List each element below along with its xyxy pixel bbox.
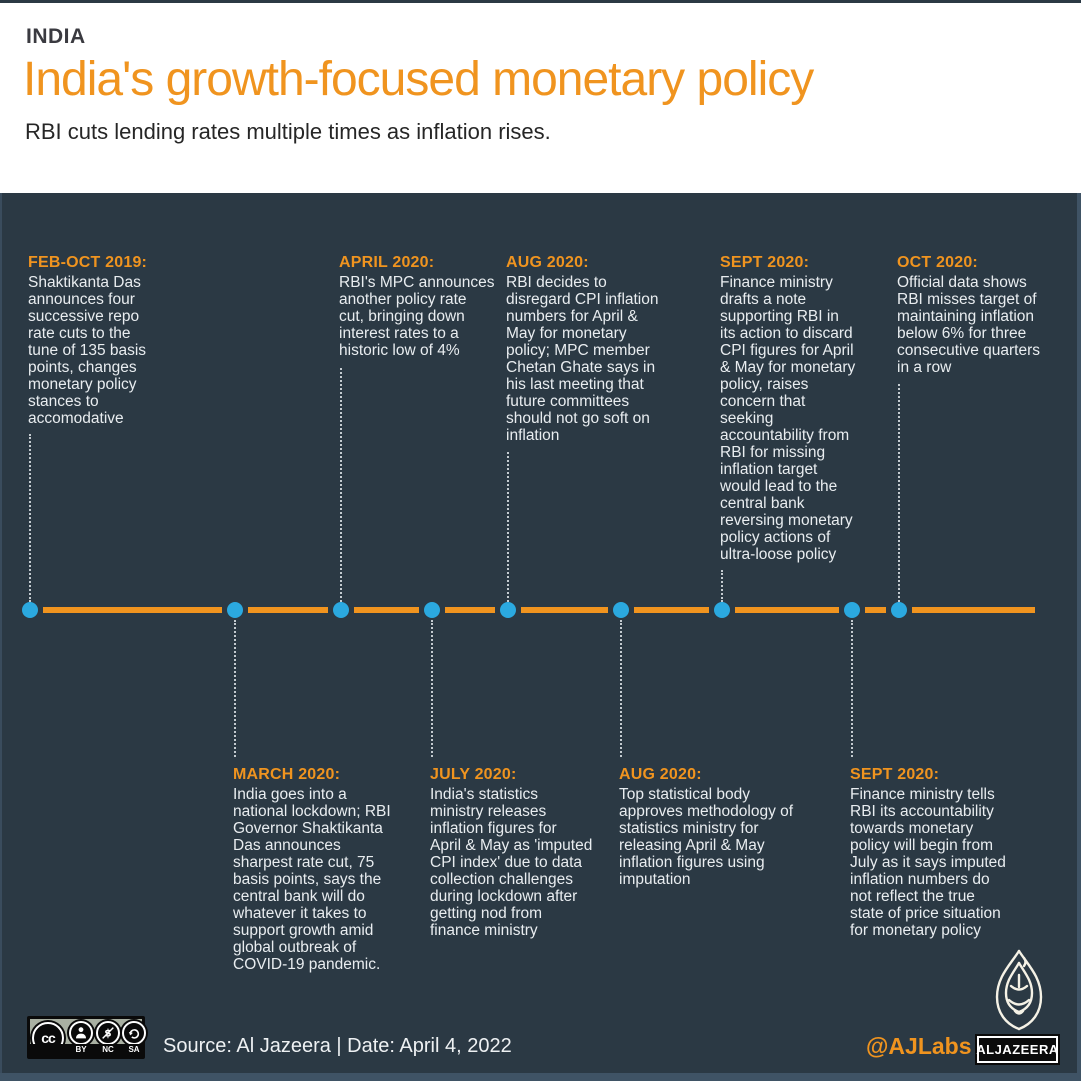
- section-kicker: INDIA: [26, 25, 86, 48]
- event-date-label: SEPT 2020:: [850, 766, 940, 783]
- connector-line: [340, 368, 342, 602]
- timeline-event-feb-oct-2019: FEB-OCT 2019: Shaktikanta Das announces …: [28, 254, 238, 427]
- by-person-icon: [69, 1021, 93, 1045]
- timeline-dot: [424, 602, 440, 618]
- sa-share-alike-icon: [122, 1021, 146, 1045]
- page-title: India's growth-focused monetary policy: [23, 53, 814, 106]
- event-description: RBI decides to disregard CPI inflation n…: [506, 274, 659, 444]
- timeline-segment: [445, 607, 495, 613]
- event-date-label: OCT 2020:: [897, 254, 978, 271]
- timeline-dot: [613, 602, 629, 618]
- connector-line: [507, 452, 509, 602]
- connector-line: [898, 384, 900, 602]
- timeline-dot: [22, 602, 38, 618]
- event-date-label: SEPT 2020:: [720, 254, 810, 271]
- cc-labels-strip: BY NC SA: [30, 1044, 142, 1056]
- event-date-label: AUG 2020:: [619, 766, 702, 783]
- timeline-segment: [865, 607, 886, 613]
- connector-line: [234, 620, 236, 757]
- cc-license-badge: cc $ BY NC SA: [27, 1016, 146, 1059]
- top-edge-strip: [0, 0, 1081, 3]
- right-edge-strip: [1077, 193, 1081, 1081]
- timeline-event-april-2020: APRIL 2020: RBI's MPC announces another …: [339, 254, 549, 359]
- timeline-segment: [354, 607, 419, 613]
- timeline-event-sept-2020-bottom: SEPT 2020: Finance ministry tells RBI it…: [850, 766, 1060, 939]
- ajlabs-credit: @AJLabs: [866, 1033, 972, 1059]
- timeline-segment: [521, 607, 608, 613]
- timeline-dot: [714, 602, 730, 618]
- cc-sa-label: SA: [128, 1045, 140, 1054]
- event-description: Finance ministry drafts a note supportin…: [720, 274, 856, 563]
- page-subtitle: RBI cuts lending rates multiple times as…: [25, 119, 551, 144]
- timeline-event-aug-2020-top: AUG 2020: RBI decides to disregard CPI i…: [506, 254, 716, 444]
- connector-line: [721, 570, 723, 602]
- cc-by-label: BY: [75, 1045, 87, 1054]
- timeline-segment: [248, 607, 328, 613]
- timeline-segment: [912, 607, 1035, 613]
- event-description: Official data shows RBI misses target of…: [897, 274, 1041, 376]
- connector-line: [851, 620, 853, 757]
- timeline-panel: [0, 193, 1081, 1081]
- timeline-segment: [634, 607, 709, 613]
- event-description: Shaktikanta Das announces four successiv…: [28, 274, 147, 427]
- event-date-label: AUG 2020:: [506, 254, 589, 271]
- timeline-event-aug-2020-bottom: AUG 2020: Top statistical body approves …: [619, 766, 829, 888]
- event-date-label: MARCH 2020:: [233, 766, 341, 783]
- connector-line: [29, 434, 31, 602]
- aljazeera-logo-box: ALJAZEERA: [976, 1036, 1059, 1063]
- event-description: India goes into a national lockdown; RBI…: [233, 786, 391, 973]
- cc-icon-text: cc: [41, 1030, 56, 1046]
- event-date-label: APRIL 2020:: [339, 254, 435, 271]
- connector-line: [431, 620, 433, 757]
- event-date-label: FEB-OCT 2019:: [28, 254, 148, 271]
- connector-line: [620, 620, 622, 757]
- timeline-dot: [333, 602, 349, 618]
- left-edge-strip: [0, 193, 2, 1081]
- event-description: Top statistical body approves methodolog…: [619, 786, 794, 888]
- aljazeera-logo-text: ALJAZEERA: [976, 1042, 1059, 1057]
- event-description: India's statistics ministry releases inf…: [430, 786, 593, 939]
- timeline-dot: [500, 602, 516, 618]
- timeline-event-july-2020: JULY 2020: India's statistics ministry r…: [430, 766, 640, 939]
- aljazeera-flame-icon: [986, 948, 1050, 1039]
- timeline-dot: [891, 602, 907, 618]
- event-description: RBI's MPC announces another policy rate …: [339, 274, 495, 359]
- timeline-dot: [844, 602, 860, 618]
- timeline-segment: [735, 607, 839, 613]
- timeline-segment: [43, 607, 222, 613]
- timeline-event-march-2020: MARCH 2020: India goes into a national l…: [233, 766, 443, 973]
- timeline-event-oct-2020: OCT 2020: Official data shows RBI misses…: [897, 254, 1081, 376]
- timeline-event-sept-2020-top: SEPT 2020: Finance ministry drafts a not…: [720, 254, 900, 563]
- event-date-label: JULY 2020:: [430, 766, 517, 783]
- source-date-text: Source: Al Jazeera | Date: April 4, 2022: [163, 1035, 512, 1057]
- cc-nc-label: NC: [102, 1045, 114, 1054]
- bottom-edge-strip: [0, 1073, 1081, 1081]
- nc-dollar-slash-icon: $: [96, 1021, 120, 1045]
- event-description: Finance ministry tells RBI its accountab…: [850, 786, 1006, 939]
- timeline-dot: [227, 602, 243, 618]
